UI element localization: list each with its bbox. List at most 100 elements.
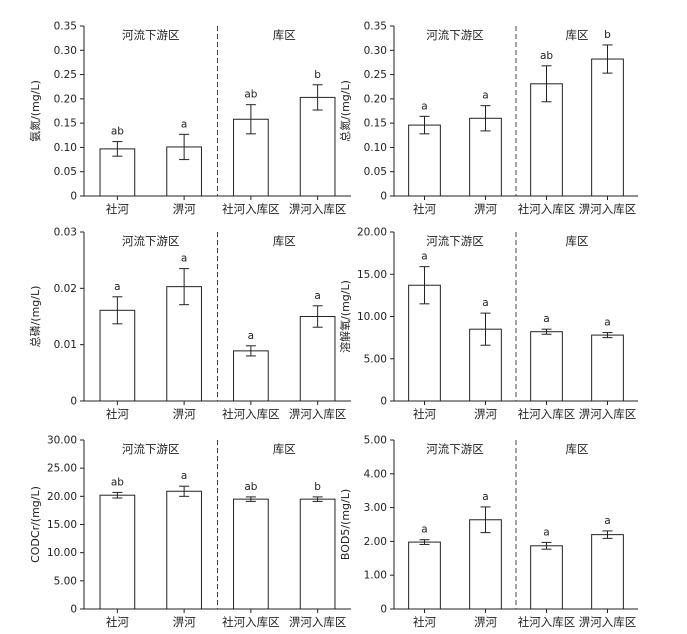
- y-tick-label: 25.00: [47, 463, 77, 475]
- y-tick-label: 15.00: [47, 519, 77, 531]
- x-tick-label: 淠河入库区: [289, 202, 347, 216]
- significance-label: a: [181, 253, 187, 265]
- x-tick-label: 社河: [106, 615, 129, 629]
- significance-label: a: [181, 118, 187, 130]
- region-label-reservoir: 库区: [566, 442, 589, 456]
- bar: [166, 286, 202, 402]
- chart-panel-5: 0 5.00 10.00 15.00 20.00 25.00 30.00 CODCr/(mg/…: [29, 435, 351, 629]
- region-label-reservoir: 库区: [566, 234, 589, 248]
- y-tick-label: 20.00: [357, 227, 387, 239]
- x-tick-label: 社河: [413, 202, 436, 216]
- y-tick-label: 10.00: [47, 547, 77, 559]
- significance-label: a: [543, 526, 549, 538]
- y-tick-label: 0.15: [54, 118, 77, 130]
- y-tick-label: 0.25: [364, 69, 387, 81]
- y-tick-label: 0.35: [364, 21, 387, 33]
- significance-label: a: [482, 90, 488, 102]
- significance-label: a: [248, 330, 254, 342]
- bar: [99, 494, 136, 610]
- bar: [299, 498, 336, 610]
- region-label-downstream: 河流下游区: [122, 28, 180, 42]
- y-tick-label: 0: [380, 191, 387, 203]
- chart-panel-1: 0 0.05 0.10 0.15 0.20 0.25 0.30 0.35 氨氮/(mg/L) 河流…: [28, 21, 351, 216]
- y-tick-label: 10.00: [357, 311, 387, 323]
- bar: [469, 519, 502, 610]
- significance-label: a: [421, 524, 427, 536]
- y-tick-label: 15.00: [357, 269, 387, 281]
- significance-label: a: [314, 290, 320, 302]
- x-tick-label: 社河: [413, 615, 436, 629]
- x-tick-label: 淠河: [173, 615, 196, 629]
- y-tick-label: 0.05: [54, 166, 77, 178]
- x-tick-label: 淠河: [474, 407, 497, 421]
- y-axis-label: 总磷/(mg/L): [28, 286, 42, 348]
- x-tick-label: 社河入库区: [518, 202, 576, 216]
- y-tick-label: 30.00: [47, 435, 77, 447]
- significance-label: a: [181, 470, 187, 482]
- x-tick-label: 淠河入库区: [579, 407, 637, 421]
- y-tick-label: 0.35: [54, 21, 77, 33]
- significance-label: b: [604, 29, 611, 41]
- significance-label: a: [604, 515, 610, 527]
- significance-label: ab: [244, 481, 257, 493]
- y-axis-label: CODCr/(mg/L): [29, 486, 42, 563]
- x-tick-label: 社河: [106, 202, 129, 216]
- bar: [591, 58, 624, 197]
- y-tick-label: 0.20: [54, 93, 77, 105]
- x-tick-label: 社河入库区: [518, 407, 576, 421]
- significance-label: ab: [244, 89, 257, 101]
- y-tick-label: 0: [380, 604, 387, 616]
- bar: [299, 316, 336, 402]
- chart-panel-3: 0 0.01 0.02 0.03 总磷/(mg/L) 河流下游区 库区 a 社河 a 淠河 a 社河入库…: [28, 227, 351, 421]
- region-label-reservoir: 库区: [273, 234, 296, 248]
- y-tick-label: 0: [70, 396, 77, 408]
- bar: [99, 148, 136, 197]
- x-tick-label: 淠河入库区: [289, 407, 347, 421]
- x-tick-label: 淠河入库区: [579, 202, 637, 216]
- bar: [299, 96, 336, 197]
- significance-label: ab: [111, 476, 124, 488]
- bar: [408, 124, 441, 197]
- bar: [408, 284, 441, 402]
- x-tick-label: 社河: [413, 407, 436, 421]
- y-axis-label: 氨氮/(mg/L): [28, 80, 42, 142]
- y-tick-label: 0.10: [54, 142, 77, 154]
- x-tick-label: 社河入库区: [518, 615, 576, 629]
- significance-label: a: [421, 100, 427, 112]
- x-tick-label: 社河入库区: [222, 202, 280, 216]
- bar: [530, 331, 563, 402]
- y-tick-label: 0.15: [364, 118, 387, 130]
- x-tick-label: 淠河: [474, 202, 497, 216]
- region-label-reservoir: 库区: [566, 28, 589, 42]
- bar: [530, 545, 563, 610]
- y-tick-label: 4.00: [364, 468, 387, 480]
- y-tick-label: 0.20: [364, 93, 387, 105]
- bar: [166, 490, 202, 610]
- y-tick-label: 0.02: [54, 283, 77, 295]
- chart-panel-2: 0 0.05 0.10 0.15 0.20 0.25 0.30 0.35 总氮/(mg/L) 河流…: [338, 21, 638, 216]
- significance-label: a: [482, 297, 488, 309]
- y-tick-label: 0.03: [54, 227, 77, 239]
- region-label-reservoir: 库区: [273, 28, 296, 42]
- y-tick-label: 0: [70, 191, 77, 203]
- x-tick-label: 淠河入库区: [289, 615, 347, 629]
- y-tick-label: 5.00: [364, 435, 387, 447]
- chart-panel-4: 0 5.00 10.00 15.00 20.00 溶解氧/(mg/L) 河流下游区 库区 a 社河…: [338, 227, 638, 421]
- significance-label: a: [604, 317, 610, 329]
- x-tick-label: 淠河入库区: [579, 615, 637, 629]
- bar: [408, 541, 441, 610]
- y-tick-label: 0: [70, 604, 77, 616]
- y-tick-label: 2.00: [364, 536, 387, 548]
- y-tick-label: 0.01: [54, 339, 77, 351]
- bar: [591, 334, 624, 402]
- significance-label: ab: [111, 126, 124, 138]
- x-tick-label: 淠河: [173, 407, 196, 421]
- y-tick-label: 0.05: [364, 166, 387, 178]
- region-label-downstream: 河流下游区: [122, 442, 180, 456]
- significance-label: b: [314, 69, 321, 81]
- bar: [233, 498, 269, 610]
- x-tick-label: 淠河: [173, 202, 196, 216]
- y-tick-label: 0.10: [364, 142, 387, 154]
- significance-label: a: [421, 251, 427, 263]
